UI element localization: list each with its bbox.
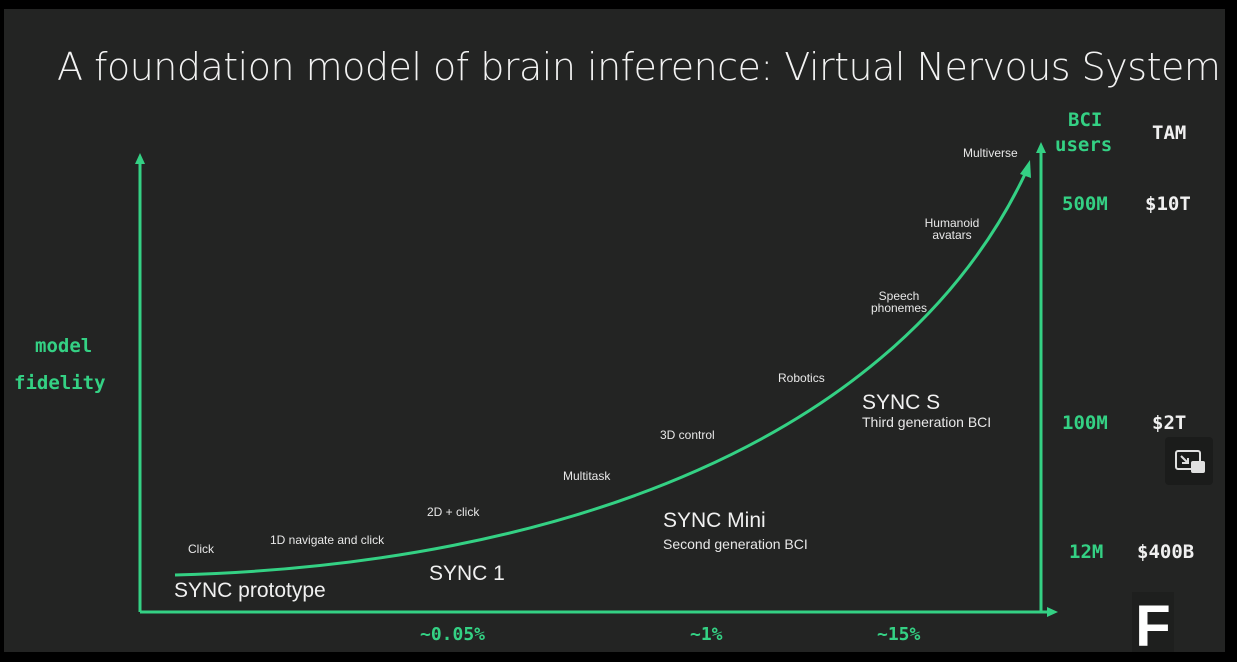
x-tick-0-05: ~0.05% xyxy=(420,624,486,645)
slide xyxy=(4,9,1225,652)
milestone-3d-control: 3D control xyxy=(660,428,715,442)
brand-logo: F xyxy=(1132,592,1174,659)
milestone-click: Click xyxy=(188,542,214,556)
users-500m: 500M xyxy=(1062,193,1108,215)
product-sync-s: SYNC S xyxy=(862,391,941,414)
y-axis-arrow-icon xyxy=(135,153,145,164)
milestone-1d-navigate: 1D navigate and click xyxy=(270,533,385,547)
product-sync-prototype: SYNC prototype xyxy=(174,579,326,602)
tam-header: TAM xyxy=(1152,122,1187,144)
x-tick-15: ~15% xyxy=(877,624,921,645)
tam-2t: $2T xyxy=(1152,412,1187,434)
bci-users-header-line2: users xyxy=(1055,134,1113,156)
picture-in-picture-button[interactable] xyxy=(1165,437,1213,485)
milestone-multitask: Multitask xyxy=(563,469,611,483)
milestone-speech-phonemes: Speech phonemes xyxy=(870,289,928,315)
tam-10t: $10T xyxy=(1145,193,1191,215)
x-axis-arrow-icon xyxy=(1047,607,1058,617)
bci-users-header-line1: BCI xyxy=(1068,109,1103,131)
tam-400b: $400B xyxy=(1137,541,1195,563)
users-100m: 100M xyxy=(1062,412,1108,434)
milestone-robotics: Robotics xyxy=(778,371,825,385)
y-axis-label-line1: model xyxy=(35,335,93,357)
milestone-2d-click: 2D + click xyxy=(427,505,480,519)
milestone-multiverse: Multiverse xyxy=(963,146,1018,160)
product-sync-s-subtitle: Third generation BCI xyxy=(862,414,992,430)
product-sync-1: SYNC 1 xyxy=(429,562,505,585)
right-axis-arrow-icon xyxy=(1036,142,1046,153)
y-axis-label-line2: fidelity xyxy=(14,372,106,394)
growth-curve xyxy=(174,171,1028,577)
picture-in-picture-exit-icon xyxy=(1175,450,1205,473)
slide-title: A foundation model of brain inference: V… xyxy=(57,45,1221,89)
brand-logo-letter: F xyxy=(1135,594,1171,659)
milestone-humanoid-avatars: Humanoid avatars xyxy=(924,216,980,242)
product-sync-mini-subtitle: Second generation BCI xyxy=(663,536,808,552)
curve-arrow-icon xyxy=(1020,160,1031,178)
product-sync-mini: SYNC Mini xyxy=(663,509,766,532)
x-tick-1: ~1% xyxy=(690,624,723,645)
users-12m: 12M xyxy=(1069,541,1104,563)
